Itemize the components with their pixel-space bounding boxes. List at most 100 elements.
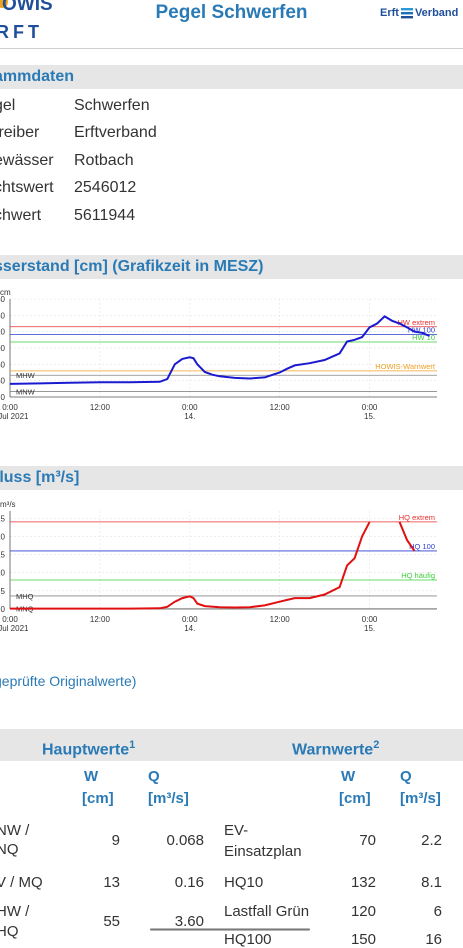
kv-key: chwert bbox=[0, 207, 42, 224]
x-tick-label: 12:00 bbox=[270, 615, 291, 624]
table-header-band: Hauptwerte1 Warnwerte2 bbox=[0, 729, 463, 761]
x-tick-label: 0:00 bbox=[362, 403, 378, 412]
scrollbar-handle[interactable] bbox=[150, 928, 310, 931]
col-header-q: Q bbox=[148, 768, 160, 785]
warnwerte-heading: Warnwerte2 bbox=[292, 729, 379, 766]
section-heading-wasserstand: sserstand [cm] (Grafikzeit in MESZ) bbox=[0, 255, 463, 279]
x-tick-label: 12:00 bbox=[270, 403, 291, 412]
warnwerte-footnote-mark[interactable]: 2 bbox=[373, 739, 380, 751]
threshold-label: HW 10 bbox=[412, 333, 435, 342]
kv-value: 2546012 bbox=[74, 179, 137, 196]
x-tick-date-label: 15. bbox=[364, 412, 375, 421]
hauptwert-label-2: HQ bbox=[0, 923, 19, 940]
x-tick-date-label: 15. bbox=[364, 624, 375, 633]
x-tick-label: 12:00 bbox=[90, 403, 111, 412]
threshold-label: HW extrem bbox=[398, 318, 436, 327]
threshold-label: HOWIS-Warnwert bbox=[375, 362, 436, 371]
x-tick-label: 0:00 bbox=[182, 615, 198, 624]
threshold-label: MNW bbox=[16, 388, 36, 397]
warnwert-label-2: Einsatzplan bbox=[224, 843, 302, 860]
x-tick-date-label: 14. bbox=[184, 624, 195, 633]
threshold-label: HW 100 bbox=[408, 325, 435, 334]
y-tick-label: 15 bbox=[0, 551, 6, 560]
hauptwerte-footnote-mark[interactable]: 1 bbox=[129, 739, 136, 751]
x-tick-label: 0:00 bbox=[2, 615, 18, 624]
data-note: geprüfte Originalwerte) bbox=[0, 673, 137, 689]
series-line bbox=[10, 521, 416, 610]
y-tick-label: 120 bbox=[0, 328, 6, 337]
wasserstand-chart[interactable]: cm03060901201501800:003.Jul 202112:000:0… bbox=[0, 287, 463, 432]
y-axis-label: cm bbox=[0, 288, 11, 297]
logo-dot-icon bbox=[0, 0, 8, 8]
warnwert-q: 8.1 bbox=[421, 874, 442, 891]
kv-key: gel bbox=[0, 97, 16, 114]
waves-icon bbox=[400, 8, 413, 19]
y-tick-label: 60 bbox=[0, 360, 6, 369]
warnwert-label: HQ100 bbox=[224, 931, 272, 948]
threshold-label: MHQ bbox=[16, 592, 34, 601]
col-header-w: W bbox=[84, 768, 99, 785]
logo-right-text-a: Erft bbox=[380, 6, 399, 19]
logo-top-text: OWIS bbox=[2, 0, 53, 15]
kv-value: 5611944 bbox=[74, 207, 136, 224]
y-tick-label: 0 bbox=[1, 393, 6, 402]
threshold-label: MHW bbox=[16, 371, 36, 380]
logo-bottom-text: RFT bbox=[0, 22, 43, 42]
abfluss-chart[interactable]: m³/s05101520250:003.Jul 202112:000:0014.… bbox=[0, 497, 463, 645]
col-header-q-unit-2: [m³/s] bbox=[400, 790, 441, 807]
warnwert-q: 2.2 bbox=[421, 832, 442, 849]
x-tick-date-label: 3.Jul 2021 bbox=[0, 624, 29, 633]
col-header-w-unit-2: [cm] bbox=[339, 790, 371, 807]
hauptwert-label: NW / bbox=[0, 822, 30, 839]
x-tick-label: 0:00 bbox=[362, 615, 378, 624]
y-tick-label: 90 bbox=[0, 344, 6, 353]
warnwert-w: 132 bbox=[350, 874, 376, 891]
erftverband-logo[interactable]: Erft Verband bbox=[380, 6, 458, 20]
col-header-q-2: Q bbox=[400, 768, 412, 785]
howis-erft-logo[interactable]: OWIS RFT bbox=[0, 0, 66, 46]
app-header: OWIS RFT Pegel Schwerfen Erft Verband bbox=[0, 0, 463, 49]
warnwert-label: HQ10 bbox=[224, 874, 264, 891]
hauptwerte-heading-text: Hauptwerte bbox=[42, 741, 130, 759]
warnwert-q: 6 bbox=[433, 903, 442, 920]
threshold-label: HQ 100 bbox=[409, 542, 435, 551]
warnwert-w: 150 bbox=[350, 931, 376, 948]
hauptwerte-heading: Hauptwerte1 bbox=[42, 729, 135, 766]
warnwert-w: 70 bbox=[359, 832, 376, 849]
warnwert-label: EV- bbox=[224, 822, 249, 839]
hauptwert-w: 13 bbox=[103, 874, 120, 891]
y-axis-label: m³/s bbox=[0, 500, 16, 509]
hauptwert-q: 3.60 bbox=[174, 913, 204, 930]
hauptwert-q: 0.068 bbox=[166, 832, 204, 849]
x-tick-date-label: 14. bbox=[184, 412, 195, 421]
hauptwert-w: 9 bbox=[111, 832, 120, 849]
col-header-q-unit: [m³/s] bbox=[148, 790, 189, 807]
x-tick-label: 0:00 bbox=[182, 403, 198, 412]
stammdaten-list: gel Schwerfen treiber Erftverband ewässe… bbox=[0, 97, 463, 237]
col-header-w-unit: [cm] bbox=[82, 790, 114, 807]
kv-value: Rotbach bbox=[74, 152, 134, 169]
y-tick-label: 20 bbox=[0, 532, 6, 541]
hauptwert-w: 55 bbox=[103, 913, 120, 930]
kv-value: Schwerfen bbox=[74, 97, 150, 114]
x-tick-label: 12:00 bbox=[90, 615, 111, 624]
x-tick-label: 0:00 bbox=[2, 403, 18, 412]
page-title: Pegel Schwerfen bbox=[155, 2, 308, 23]
y-tick-label: 180 bbox=[0, 295, 6, 304]
series-line bbox=[9, 315, 430, 385]
hauptwert-q: 0.16 bbox=[174, 874, 204, 891]
x-tick-date-label: 3.Jul 2021 bbox=[0, 412, 29, 421]
col-header-w-2: W bbox=[341, 768, 356, 785]
y-tick-label: 10 bbox=[0, 569, 6, 578]
kv-value: Erftverband bbox=[74, 124, 157, 141]
hauptwert-label: HW / bbox=[0, 903, 30, 920]
hauptwert-label: V / MQ bbox=[0, 874, 43, 891]
kv-key: ewässer bbox=[0, 152, 54, 169]
kv-key: chtswert bbox=[0, 179, 54, 196]
y-tick-label: 5 bbox=[1, 587, 6, 596]
warnwerte-heading-text: Warnwerte bbox=[292, 741, 374, 759]
y-tick-label: 25 bbox=[0, 514, 6, 523]
y-tick-label: 150 bbox=[0, 311, 6, 320]
y-tick-label: 30 bbox=[0, 377, 6, 386]
warnwert-w: 120 bbox=[350, 903, 376, 920]
